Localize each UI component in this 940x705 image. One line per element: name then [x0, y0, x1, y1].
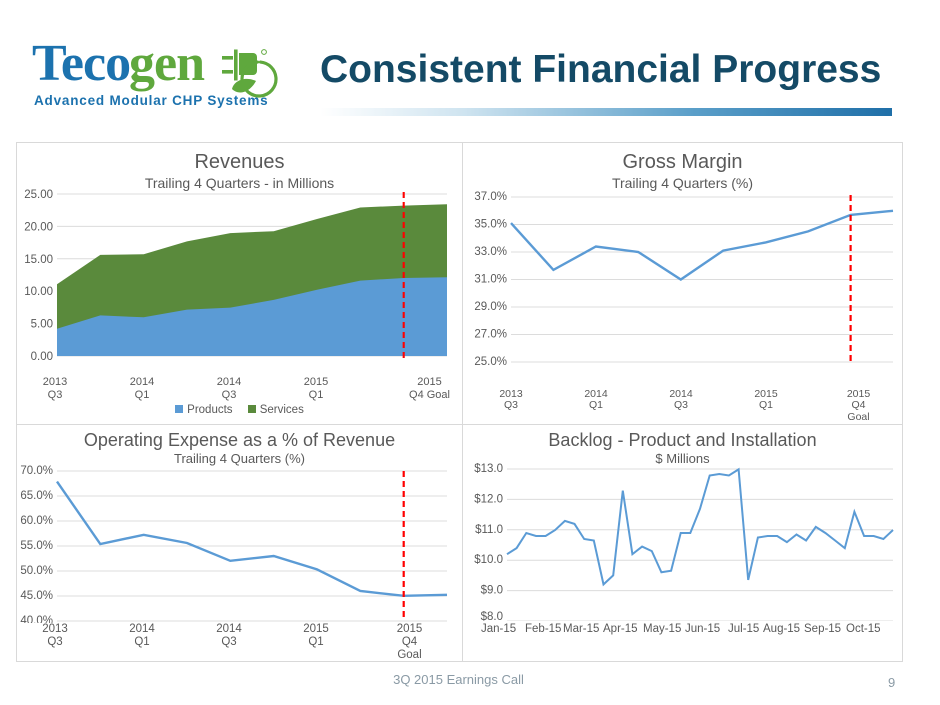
svg-text:45.0%: 45.0%	[20, 590, 53, 602]
svg-text:27.0%: 27.0%	[474, 329, 507, 341]
svg-text:5.00: 5.00	[31, 319, 53, 331]
svg-text:29.0%: 29.0%	[474, 301, 507, 313]
svg-text:35.0%: 35.0%	[474, 219, 507, 231]
svg-text:15.00: 15.00	[24, 254, 53, 266]
svg-text:20.00: 20.00	[24, 221, 53, 233]
svg-text:25.00: 25.00	[24, 189, 53, 201]
svg-text:55.0%: 55.0%	[20, 540, 53, 552]
svg-text:65.0%: 65.0%	[20, 490, 53, 502]
svg-text:40.0%: 40.0%	[20, 615, 53, 623]
svg-text:10.00: 10.00	[24, 286, 53, 298]
svg-text:33.0%: 33.0%	[474, 246, 507, 258]
svg-text:0.00: 0.00	[31, 351, 53, 363]
svg-text:25.0%: 25.0%	[474, 356, 507, 368]
svg-text:70.0%: 70.0%	[20, 465, 53, 477]
svg-text:$12.0: $12.0	[474, 493, 503, 505]
svg-text:37.0%: 37.0%	[474, 191, 507, 203]
svg-text:$9.0: $9.0	[481, 585, 503, 597]
svg-text:$11.0: $11.0	[475, 524, 503, 536]
svg-text:50.0%: 50.0%	[20, 565, 53, 577]
svg-text:$10.0: $10.0	[474, 554, 503, 566]
svg-text:gen: gen	[129, 35, 205, 92]
svg-text:60.0%: 60.0%	[20, 515, 53, 527]
svg-text:Teco: Teco	[32, 35, 130, 92]
svg-text:31.0%: 31.0%	[474, 274, 507, 286]
svg-text:$8.0: $8.0	[481, 611, 503, 621]
svg-text:$13.0: $13.0	[474, 463, 503, 475]
